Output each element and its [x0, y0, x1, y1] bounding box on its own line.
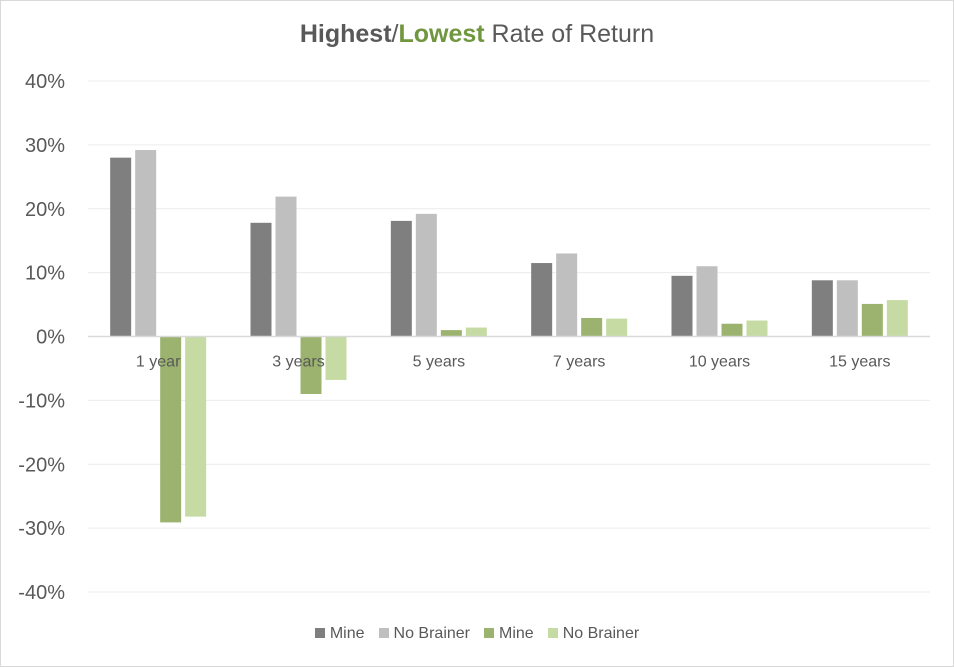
bar-lowest-mine: [440, 330, 462, 337]
bar-lowest-mine: [581, 317, 603, 337]
legend-swatch: [314, 628, 325, 638]
y-tick-label: -40%: [18, 582, 65, 604]
legend-label: No Brainer: [562, 625, 640, 642]
chart-title-lowest: Lowest: [398, 20, 485, 48]
bar-highest-no-brainer: [275, 196, 297, 337]
y-tick-label: 30%: [25, 135, 65, 157]
y-tick-label: -10%: [18, 390, 65, 412]
bar-highest-mine: [671, 275, 693, 337]
bar-highest-mine: [390, 220, 412, 337]
chart-title-rest: Rate of Return: [484, 20, 655, 48]
x-tick-label: 10 years: [689, 354, 750, 371]
chart-title: Highest/Lowest Rate of Return: [0, 20, 954, 49]
bar-highest-mine: [811, 280, 833, 337]
legend-swatch: [484, 628, 494, 638]
legend-item: No Brainer: [378, 625, 470, 643]
bar-highest-mine: [531, 263, 553, 337]
bar-lowest-mine: [160, 336, 182, 523]
bar-highest-no-brainer: [696, 266, 718, 337]
bar-highest-no-brainer: [556, 253, 578, 337]
bar-lowest-no-brainer: [325, 336, 347, 380]
chart-legend: Mine No Brainer Mine No Brainer: [0, 625, 954, 643]
bar-lowest-no-brainer: [185, 336, 207, 517]
legend-swatch: [378, 628, 389, 638]
legend-label: No Brainer: [393, 625, 470, 642]
bar-lowest-no-brainer: [606, 318, 628, 337]
bar-highest-no-brainer: [135, 149, 157, 337]
chart-title-slash: /: [391, 20, 399, 48]
y-tick-label: -20%: [18, 454, 65, 476]
y-tick-label: 40%: [25, 71, 65, 93]
legend-label: Mine: [499, 625, 534, 642]
x-tick-label: 15 years: [829, 354, 890, 371]
bar-lowest-no-brainer: [465, 327, 487, 337]
y-tick-label: -30%: [18, 518, 65, 540]
x-tick-label: 1 year: [136, 354, 181, 371]
x-tick-label: 7 years: [553, 354, 605, 371]
x-tick-label: 3 years: [272, 354, 324, 371]
legend-item: Mine: [484, 625, 534, 643]
legend-swatch: [547, 628, 558, 638]
bar-lowest-no-brainer: [886, 300, 908, 337]
y-tick-label: 0%: [36, 327, 65, 349]
legend-item: No Brainer: [547, 625, 640, 643]
bar-highest-mine: [110, 157, 132, 337]
bar-lowest-no-brainer: [746, 320, 768, 337]
bar-highest-no-brainer: [836, 280, 858, 337]
legend-label: Mine: [329, 625, 365, 642]
y-tick-label: 20%: [25, 199, 65, 221]
bar-lowest-mine: [861, 303, 883, 337]
bar-highest-no-brainer: [415, 213, 437, 337]
bar-highest-mine: [250, 222, 272, 337]
bar-lowest-mine: [300, 336, 322, 394]
x-tick-label: 5 years: [413, 354, 465, 371]
legend-item: Mine: [314, 625, 365, 643]
chart-title-highest: Highest: [299, 20, 392, 48]
bar-lowest-mine: [721, 323, 743, 337]
y-tick-label: 10%: [25, 263, 65, 285]
